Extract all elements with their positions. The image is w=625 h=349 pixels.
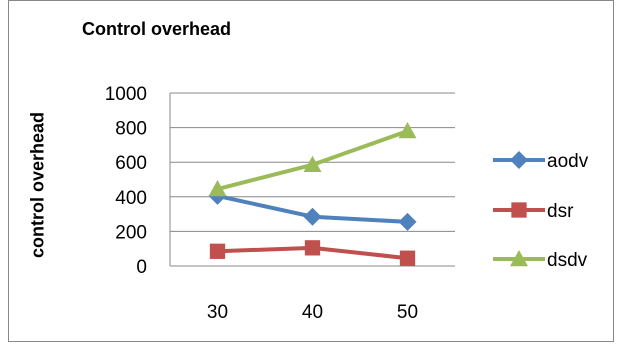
legend-label-dsr: dsr bbox=[547, 201, 574, 222]
data-point-dsdv bbox=[208, 180, 227, 197]
data-point-aodv bbox=[398, 212, 417, 231]
y-tick-label: 600 bbox=[115, 153, 147, 174]
chart-title: Control overhead bbox=[82, 19, 232, 39]
y-tick-label: 800 bbox=[115, 119, 147, 140]
data-point-aodv bbox=[303, 207, 322, 226]
legend-marker-dsdv bbox=[510, 250, 528, 267]
data-point-dsdv bbox=[398, 122, 417, 139]
legend-marker-aodv bbox=[510, 151, 528, 169]
data-point-dsr bbox=[399, 250, 416, 266]
legend-marker-dsr bbox=[511, 202, 527, 218]
y-tick-label: 400 bbox=[115, 188, 147, 209]
y-tick-label: 0 bbox=[136, 257, 147, 278]
data-point-dsr bbox=[209, 243, 226, 259]
legend-label-aodv: aodv bbox=[547, 151, 589, 172]
x-tick-label: 50 bbox=[397, 302, 418, 323]
y-tick-label: 1000 bbox=[105, 84, 147, 105]
data-point-dsr bbox=[304, 240, 321, 256]
data-point-dsdv bbox=[303, 155, 322, 172]
legend-label-dsdv: dsdv bbox=[547, 250, 588, 271]
x-tick-label: 30 bbox=[207, 302, 228, 323]
y-tick-label: 200 bbox=[115, 222, 147, 243]
x-tick-label: 40 bbox=[302, 302, 323, 323]
